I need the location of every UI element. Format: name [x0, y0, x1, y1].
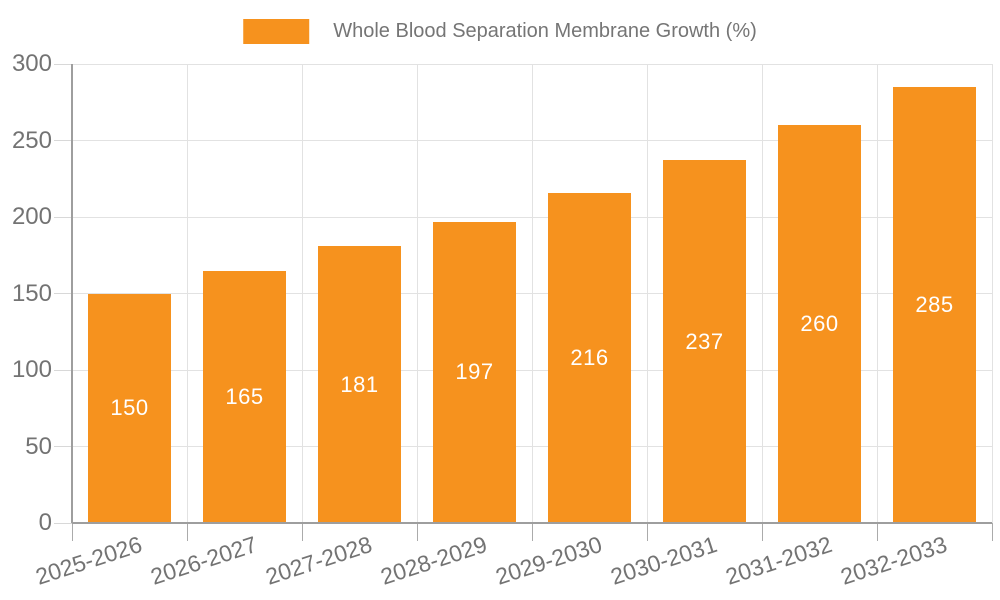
y-axis-line: [71, 64, 73, 523]
bar[interactable]: 150: [88, 293, 171, 523]
bar-value-label: 260: [800, 311, 839, 337]
y-axis-tick: [54, 446, 72, 447]
x-axis-tick-label: 2027-2028: [261, 531, 375, 590]
y-axis-tick-label: 100: [11, 356, 52, 383]
x-axis-tick: [186, 523, 188, 541]
x-axis-tick-label: 2032-2033: [836, 531, 950, 590]
x-axis-tick-label: 2031-2032: [721, 531, 835, 590]
bar-value-label: 181: [340, 371, 379, 397]
bar[interactable]: 181: [318, 246, 401, 523]
x-axis-tick: [761, 523, 763, 541]
gridline-vertical: [531, 64, 533, 523]
gridline-vertical: [186, 64, 188, 523]
bar[interactable]: 285: [893, 86, 976, 523]
legend-label[interactable]: Whole Blood Separation Membrane Growth (…: [333, 20, 757, 42]
x-axis-line: [72, 522, 992, 524]
y-axis-tick-label: 0: [38, 509, 52, 536]
x-axis-tick-label: 2030-2031: [606, 531, 720, 590]
bar-value-label: 150: [110, 395, 149, 421]
y-axis-tick-label: 150: [11, 279, 52, 307]
gridline-vertical: [761, 64, 763, 523]
x-axis-tick-label: 2026-2027: [146, 531, 260, 590]
y-axis-tick-label: 50: [25, 432, 52, 460]
bar-value-label: 197: [455, 359, 494, 385]
x-axis-tick: [416, 523, 418, 541]
y-axis-tick: [54, 293, 72, 294]
bar[interactable]: 165: [203, 270, 286, 523]
x-axis-tick: [531, 523, 533, 541]
x-axis-tick-label: 2029-2030: [491, 531, 605, 590]
gridline-vertical: [876, 64, 878, 523]
bar[interactable]: 237: [663, 160, 746, 523]
gridline-vertical: [416, 64, 418, 523]
y-axis-tick: [54, 369, 72, 371]
bar-value-label: 285: [915, 291, 954, 317]
y-axis-tick-label: 250: [11, 126, 52, 154]
y-axis-tick: [54, 522, 72, 524]
x-axis-tick: [301, 523, 303, 541]
y-axis-tick-label: 200: [11, 203, 52, 230]
y-axis-tick: [54, 140, 72, 141]
x-axis-tick: [991, 523, 993, 541]
gridline-vertical: [991, 64, 993, 523]
bar-value-label: 216: [570, 344, 609, 370]
bar-value-label: 237: [685, 328, 724, 354]
legend-item[interactable]: Whole Blood Separation Membrane Growth (…: [243, 19, 757, 44]
bar[interactable]: 216: [548, 192, 631, 523]
legend-swatch[interactable]: [243, 19, 310, 44]
gridline-vertical: [301, 64, 303, 523]
x-axis-tick: [876, 523, 878, 541]
x-axis-tick-label: 2025-2026: [31, 531, 145, 590]
bar-value-label: 165: [225, 383, 264, 409]
bar[interactable]: 260: [778, 125, 861, 523]
gridline-vertical: [646, 64, 648, 523]
y-axis-tick: [54, 216, 72, 218]
x-axis-tick: [71, 523, 73, 541]
y-axis-tick: [54, 63, 72, 65]
y-axis-tick-label: 300: [11, 50, 52, 77]
x-axis-tick: [646, 523, 648, 541]
x-axis-tick-label: 2028-2029: [376, 531, 490, 590]
bar[interactable]: 197: [433, 221, 516, 523]
